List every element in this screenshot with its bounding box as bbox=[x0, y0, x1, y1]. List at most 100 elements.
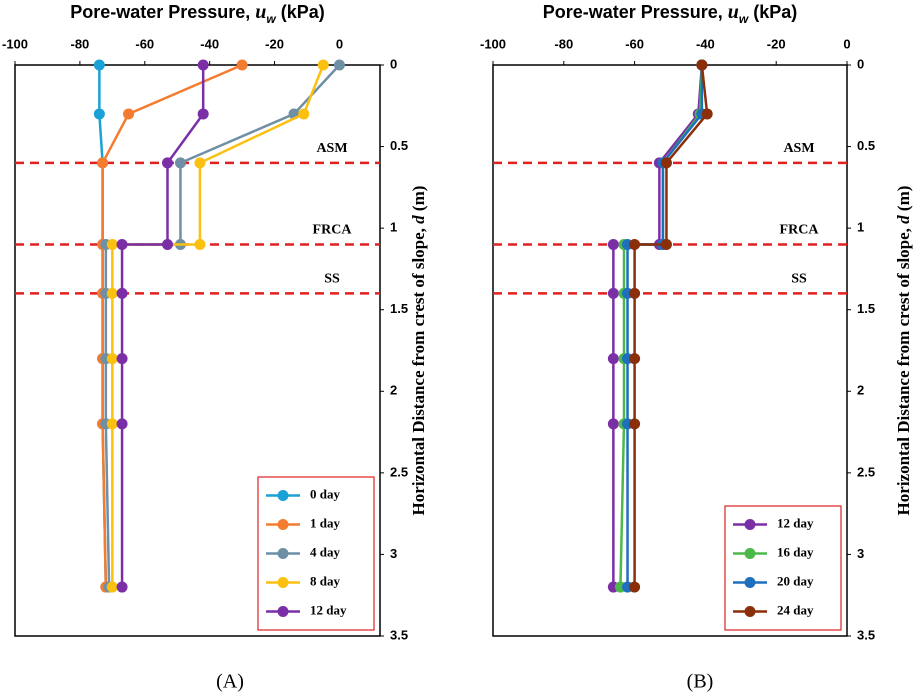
series-line bbox=[633, 64, 709, 588]
y-tick-label: 0 bbox=[857, 56, 864, 71]
y-tick-label: 1 bbox=[857, 220, 864, 235]
legend-marker bbox=[744, 519, 756, 530]
x-axis-title-part: u bbox=[255, 1, 266, 23]
data-point bbox=[161, 238, 173, 250]
legend-label: 8 day bbox=[310, 573, 340, 588]
series-line bbox=[120, 65, 205, 588]
x-tick-label: 0 bbox=[843, 36, 850, 51]
data-point bbox=[333, 59, 345, 71]
legend-frame bbox=[724, 505, 842, 631]
y-axis-title: Horizontal Distance from crest of slope,… bbox=[894, 186, 913, 516]
data-point bbox=[660, 157, 672, 169]
y-tick-label: 2.5 bbox=[857, 464, 875, 479]
x-tick-label: -80 bbox=[554, 36, 573, 51]
layer-label: ASM bbox=[316, 141, 347, 156]
y-tick-label: 0.5 bbox=[390, 138, 408, 153]
legend-label: 12 day bbox=[777, 515, 814, 530]
y-axis-title-part: (m) bbox=[409, 186, 428, 216]
y-axis-title: Horizontal Distance from crest of slope,… bbox=[409, 186, 428, 516]
x-tick-label: -20 bbox=[767, 36, 786, 51]
layer-label: SS bbox=[791, 272, 807, 287]
panel: Pore-water Pressure, uw (kPa) Horizontal … bbox=[480, 1, 913, 693]
legend-label: 0 day bbox=[310, 486, 340, 501]
y-tick-label: 3 bbox=[857, 546, 864, 561]
data-point bbox=[317, 59, 329, 71]
x-axis-title-part: Pore-water Pressure, bbox=[543, 2, 728, 22]
data-point bbox=[93, 108, 105, 120]
x-tick-label: -40 bbox=[200, 36, 219, 51]
layer-label: FRCA bbox=[780, 223, 820, 238]
data-point bbox=[629, 581, 641, 593]
data-point bbox=[106, 581, 118, 593]
legend-label: 4 day bbox=[310, 544, 340, 559]
data-point bbox=[93, 59, 105, 71]
x-tick-label: -100 bbox=[480, 36, 506, 51]
x-tick-label: -60 bbox=[135, 36, 154, 51]
y-axis-title-part: d bbox=[894, 215, 913, 224]
data-point bbox=[106, 353, 118, 365]
data-point bbox=[116, 287, 128, 299]
data-point bbox=[607, 353, 619, 365]
plot-frame bbox=[492, 64, 848, 637]
panel-caption: (A) bbox=[216, 671, 244, 693]
data-point bbox=[197, 59, 209, 71]
legend-marker bbox=[277, 490, 289, 501]
data-point bbox=[194, 238, 206, 250]
data-point bbox=[116, 581, 128, 593]
data-point bbox=[660, 238, 672, 250]
series-line bbox=[626, 65, 704, 588]
legend: 12 day 16 day 20 day 24 day bbox=[724, 505, 842, 631]
series-line bbox=[101, 63, 243, 588]
legend-marker bbox=[277, 577, 289, 588]
data-point bbox=[106, 287, 118, 299]
data-point bbox=[97, 157, 109, 169]
panel: Pore-water Pressure, uw (kPa) Horizontal … bbox=[2, 1, 428, 693]
legend-marker bbox=[277, 548, 289, 559]
data-point bbox=[236, 59, 248, 71]
layer-label: ASM bbox=[783, 141, 814, 156]
x-tick-label: 0 bbox=[336, 36, 343, 51]
data-point bbox=[106, 418, 118, 430]
data-point bbox=[629, 353, 641, 365]
x-axis-title-part: (kPa) bbox=[276, 2, 325, 22]
legend-marker bbox=[277, 606, 289, 617]
data-point bbox=[123, 108, 135, 120]
x-axis-title-part: (kPa) bbox=[748, 2, 797, 22]
data-point bbox=[607, 238, 619, 250]
legend-marker bbox=[277, 519, 289, 530]
data-point bbox=[629, 238, 641, 250]
panel-caption: (B) bbox=[687, 671, 714, 693]
plot-frame bbox=[14, 64, 381, 637]
legend-marker bbox=[744, 606, 756, 617]
y-tick-label: 1 bbox=[390, 220, 397, 235]
y-axis-title-part: Horizontal Distance from crest of slope, bbox=[409, 224, 428, 516]
y-tick-label: 3.5 bbox=[857, 627, 875, 642]
x-tick-label: -80 bbox=[70, 36, 89, 51]
data-point bbox=[197, 108, 209, 120]
legend-label: 16 day bbox=[777, 544, 814, 559]
data-point bbox=[607, 287, 619, 299]
data-point bbox=[194, 157, 206, 169]
x-axis-title: Pore-water Pressure, uw (kPa) bbox=[543, 1, 798, 27]
y-tick-label: 3.5 bbox=[390, 627, 408, 642]
data-point bbox=[116, 353, 128, 365]
y-tick-label: 0 bbox=[390, 56, 397, 71]
y-tick-label: 1.5 bbox=[857, 301, 875, 316]
y-tick-label: 2 bbox=[857, 383, 864, 398]
data-point bbox=[106, 238, 118, 250]
layer-label: FRCA bbox=[313, 223, 353, 238]
data-point bbox=[298, 108, 310, 120]
data-point bbox=[696, 59, 708, 71]
x-axis-title-part: w bbox=[266, 12, 276, 26]
data-point bbox=[701, 108, 713, 120]
x-tick-label: -20 bbox=[265, 36, 284, 51]
layer-label: SS bbox=[324, 272, 340, 287]
y-tick-label: 1.5 bbox=[390, 301, 408, 316]
y-axis-title-part: d bbox=[409, 215, 428, 224]
data-point bbox=[116, 238, 128, 250]
legend: 0 day 1 day 4 day 8 day 12 day bbox=[257, 476, 375, 631]
y-tick-label: 2 bbox=[390, 383, 397, 398]
series-line bbox=[619, 64, 704, 588]
x-tick-label: -100 bbox=[2, 36, 28, 51]
